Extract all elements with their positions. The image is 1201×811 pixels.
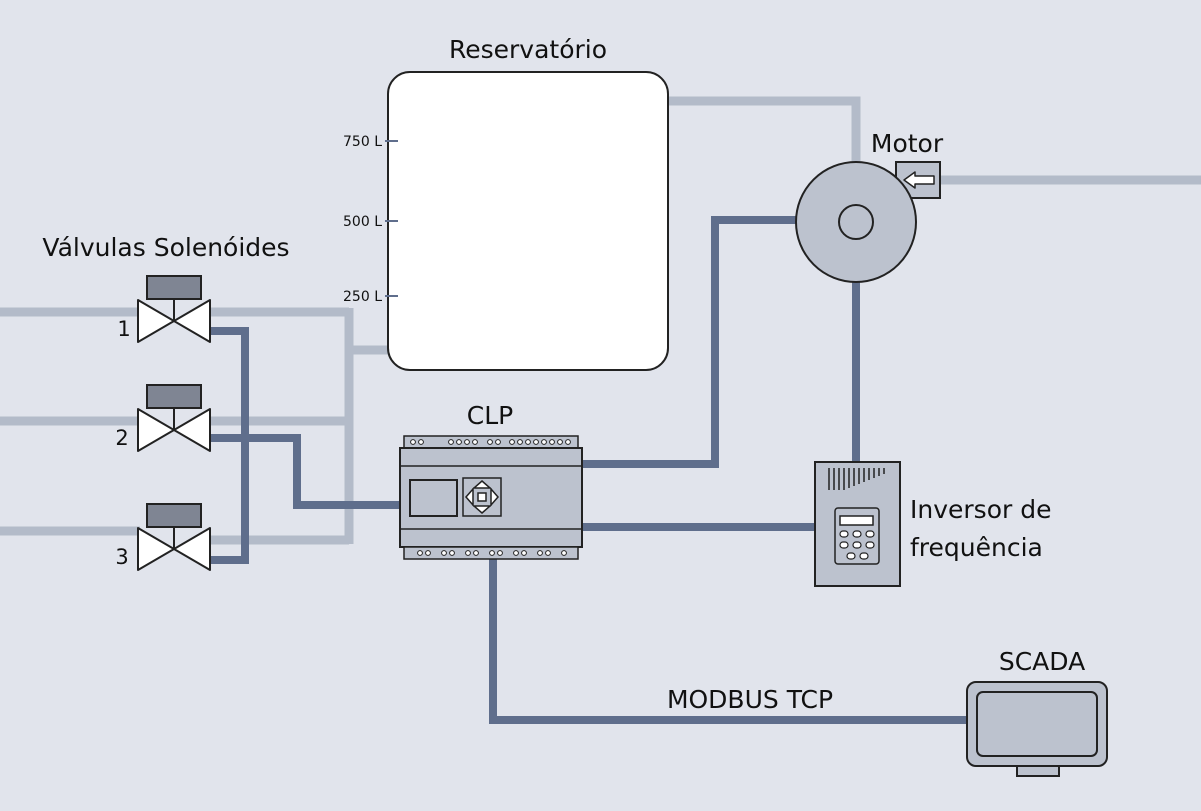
monitor-screen bbox=[976, 691, 1098, 757]
cable-modbus-tcp bbox=[489, 555, 970, 724]
level-scale: 750 L 500 L 250 L bbox=[343, 134, 398, 305]
plc-bottom-terminals bbox=[417, 550, 567, 556]
reservoir-tank bbox=[387, 71, 669, 371]
solenoid-valve-3: 3 bbox=[115, 503, 211, 571]
valves-title: Válvulas Solenóides bbox=[42, 233, 289, 262]
frequency-inverter: Inversor de frequência bbox=[814, 461, 1051, 587]
cable-valve-2 bbox=[210, 434, 400, 509]
scada-title: SCADA bbox=[999, 647, 1085, 676]
plc-title: CLP bbox=[467, 401, 513, 430]
valve-body-icon bbox=[137, 408, 211, 452]
solenoid-valves: Válvulas Solenóides 1 2 3 bbox=[42, 233, 290, 571]
inverter-keypad-buttons bbox=[839, 530, 875, 560]
inverter-display bbox=[839, 515, 874, 526]
signal-cables bbox=[210, 216, 970, 724]
pipe-reservoir-to-motor bbox=[668, 96, 861, 162]
reservoir-title: Reservatório bbox=[449, 35, 607, 64]
valve-actuator bbox=[146, 503, 202, 528]
motor: Motor bbox=[795, 129, 944, 283]
water-pipes bbox=[0, 96, 1201, 545]
valve-body-icon bbox=[137, 527, 211, 571]
motor-shaft bbox=[838, 204, 874, 240]
valve-body-icon bbox=[137, 299, 211, 343]
cable-plc-motor bbox=[580, 216, 797, 468]
level-label-750: 750 L bbox=[343, 134, 382, 150]
level-label-500: 500 L bbox=[343, 214, 382, 230]
inverter-title-line-1: Inversor de bbox=[910, 495, 1051, 524]
monitor-stand bbox=[1016, 765, 1060, 777]
valve-number: 2 bbox=[115, 426, 128, 450]
scada-terminal: SCADA bbox=[966, 647, 1108, 777]
plc-display bbox=[409, 479, 458, 517]
inverter-title-line-2: frequência bbox=[910, 533, 1043, 562]
solenoid-valve-1: 1 bbox=[117, 275, 211, 343]
plc-top-terminals bbox=[410, 439, 571, 445]
valve-number: 3 bbox=[115, 545, 128, 569]
plc-keypad-icon bbox=[462, 477, 502, 517]
cable-valve-1 bbox=[210, 327, 249, 564]
flow-arrow-icon bbox=[903, 171, 935, 189]
plc: CLP bbox=[399, 401, 583, 560]
network-label: MODBUS TCP bbox=[667, 685, 833, 714]
valve-number: 1 bbox=[117, 317, 130, 341]
level-label-250: 250 L bbox=[343, 289, 382, 305]
solenoid-valve-2: 2 bbox=[115, 384, 211, 452]
valve-actuator bbox=[146, 275, 202, 300]
valve-actuator bbox=[146, 384, 202, 409]
reservoir: Reservatório 750 L 500 L 250 L bbox=[343, 35, 669, 371]
inverter-vent-icon bbox=[828, 468, 885, 490]
motor-title: Motor bbox=[871, 129, 944, 158]
